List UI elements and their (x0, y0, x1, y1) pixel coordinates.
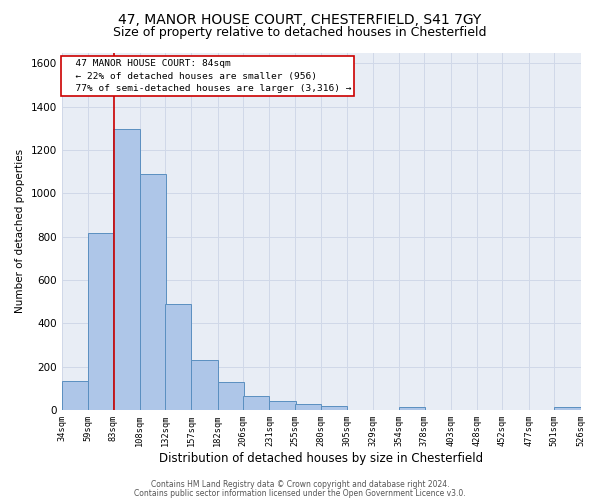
Bar (399, 407, 425, 410)
Bar (554, 407, 581, 410)
Bar (243, 396, 269, 410)
Bar (218, 382, 244, 410)
Text: Contains public sector information licensed under the Open Government Licence v3: Contains public sector information licen… (134, 488, 466, 498)
Y-axis label: Number of detached properties: Number of detached properties (15, 149, 25, 314)
Text: 47 MANOR HOUSE COURT: 84sqm
  ← 22% of detached houses are smaller (956)
  77% o: 47 MANOR HOUSE COURT: 84sqm ← 22% of det… (64, 59, 351, 93)
Bar (113, 130, 140, 410)
Bar (269, 402, 296, 410)
Bar (140, 174, 166, 410)
Text: 47, MANOR HOUSE COURT, CHESTERFIELD, S41 7GY: 47, MANOR HOUSE COURT, CHESTERFIELD, S41… (118, 12, 482, 26)
Bar (295, 404, 321, 410)
Bar (321, 406, 347, 410)
Text: Size of property relative to detached houses in Chesterfield: Size of property relative to detached ho… (113, 26, 487, 39)
Bar (191, 360, 218, 410)
Bar (165, 304, 191, 410)
Bar (88, 234, 115, 410)
X-axis label: Distribution of detached houses by size in Chesterfield: Distribution of detached houses by size … (159, 452, 483, 465)
Bar (62, 381, 88, 410)
Text: Contains HM Land Registry data © Crown copyright and database right 2024.: Contains HM Land Registry data © Crown c… (151, 480, 449, 489)
